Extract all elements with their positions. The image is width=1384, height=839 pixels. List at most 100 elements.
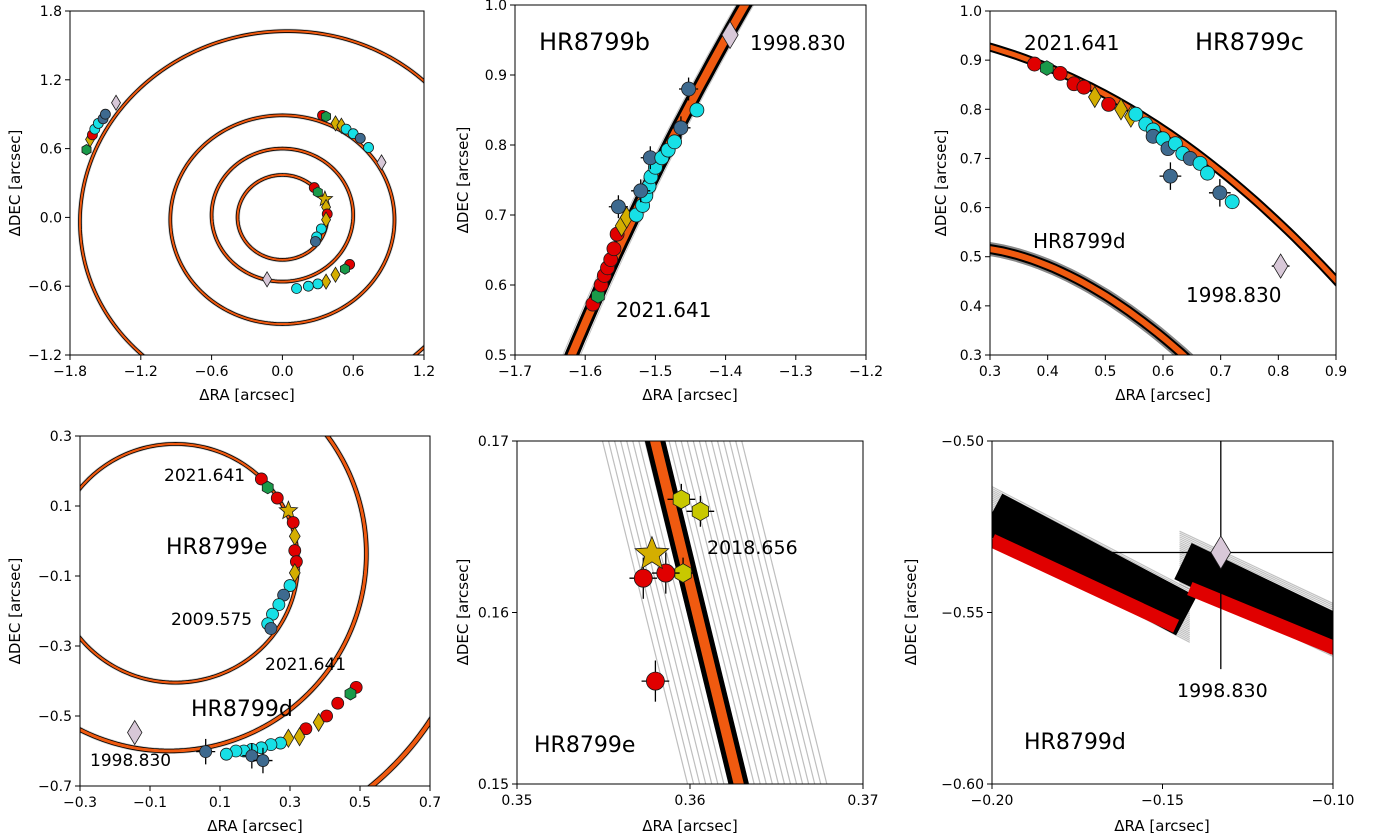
x-tick-label: −0.15: [1141, 793, 1184, 809]
y-tick-label: 0.0: [40, 210, 62, 226]
data-point-red: [331, 696, 345, 710]
data-point-red: [633, 568, 653, 588]
epoch-label: 2021.641: [616, 298, 711, 322]
axes-frame: [69, 10, 425, 356]
data-point-red: [1052, 66, 1068, 81]
x-tick-label: 0.9: [1325, 364, 1347, 380]
data-point-red: [270, 491, 284, 505]
data-point-cyan: [1200, 165, 1215, 181]
orbit-bundle: [990, 242, 1194, 355]
x-tick-label: −1.7: [498, 364, 532, 380]
data-point-cyan: [667, 134, 682, 150]
y-tick-label: 0.7: [960, 151, 982, 167]
x-tick-label: 0.36: [674, 793, 705, 809]
orbit-sample: [626, 441, 713, 784]
x-tick-label: −1.2: [124, 364, 158, 380]
data-point-yellow-hexagon: [691, 501, 709, 522]
planet-label: HR8799e: [534, 733, 635, 758]
data-point-gold-diamond: [336, 117, 347, 134]
y-tick-label: 1.2: [40, 73, 62, 89]
planet-label: HR8799d: [191, 697, 293, 722]
x-tick-label: 0.37: [847, 793, 878, 809]
y-tick-label: 1.8: [40, 4, 62, 20]
data-point-cyan: [283, 579, 297, 592]
y-tick-label: 0.8: [485, 138, 507, 154]
y-axis-label: ΔDEC [arcsec]: [6, 558, 24, 665]
planet-label: HR8799d: [1024, 730, 1126, 755]
panel-hr8799e-zoom: 0.35 0.36 0.37 0.15 0.16 0.17 2018.656 HR8799…: [454, 434, 879, 835]
data-point-green-hexagon: [339, 263, 350, 275]
data-point-cyan: [1224, 194, 1240, 210]
y-tick-label: 0.3: [960, 348, 982, 364]
data-point-red: [1076, 79, 1092, 95]
orbit-path: [649, 441, 744, 784]
data-point-steel: [1212, 185, 1228, 201]
data-point-cyan: [1128, 106, 1144, 122]
epoch-label: 2009.575: [171, 610, 252, 630]
data-point-steel: [610, 199, 626, 215]
y-tick-label: −0.55: [941, 606, 984, 622]
y-tick-label: 0.6: [40, 142, 62, 158]
data-point-green-hexagon: [81, 144, 92, 156]
data-point-steel: [681, 81, 696, 97]
orbit-sample: [704, 441, 792, 784]
x-tick-label: −1.5: [638, 364, 672, 380]
data-point-gold-diamond: [1114, 98, 1128, 121]
orbit-sample: [674, 441, 761, 784]
orbit-path: [1187, 582, 1333, 655]
data-point-cyan: [1167, 136, 1183, 152]
data-point-lilac-diamond: [1272, 253, 1289, 279]
data-point-cyan: [1192, 155, 1208, 171]
y-tick-label: 1.0: [960, 4, 982, 20]
planet-label: HR8799e: [166, 535, 267, 560]
orbit-sample: [577, 5, 752, 355]
epoch-label: 1998.830: [1177, 680, 1268, 702]
data-point-red: [288, 544, 302, 557]
data-point-cyan: [312, 278, 324, 290]
orbit-path: [80, 442, 300, 684]
x-axis-label: ΔRA [arcsec]: [1114, 817, 1209, 835]
x-tick-label: 0.6: [342, 364, 364, 380]
orbit-sample: [710, 441, 798, 784]
orbit-sample: [1179, 536, 1333, 610]
epoch-label: 1998.830: [750, 31, 845, 55]
y-axis-label: ΔDEC [arcsec]: [932, 130, 950, 237]
x-tick-label: 0.5: [349, 795, 371, 811]
orbit-sample: [562, 5, 737, 355]
y-tick-label: −0.1: [38, 569, 72, 585]
axes-frame: [79, 435, 431, 787]
y-axis-label: ΔDEC [arcsec]: [454, 127, 472, 234]
data-point-steel: [100, 108, 111, 120]
orbit-sample: [601, 441, 689, 784]
x-tick-label: 0.3: [979, 364, 1001, 380]
y-tick-label: 0.5: [485, 348, 507, 364]
orbit-sample: [992, 486, 1191, 591]
data-point-red: [1101, 96, 1117, 112]
data-point-cyan: [302, 280, 314, 292]
orbit-bundle: [1174, 543, 1333, 655]
x-axis-label: ΔRA [arcsec]: [642, 386, 737, 404]
data-point-gold-diamond: [312, 712, 325, 733]
x-tick-label: −0.10: [1312, 793, 1355, 809]
orbit-sample: [1179, 530, 1333, 605]
orbit-sample: [686, 441, 773, 784]
x-tick-label: −1.2: [849, 364, 883, 380]
data-point-star: [278, 500, 299, 520]
epoch-label: 1998.830: [90, 751, 171, 771]
y-tick-label: 0.5: [960, 250, 982, 266]
orbit-sample: [741, 441, 828, 784]
data-point-steel: [310, 236, 321, 247]
orbit-sample: [716, 441, 804, 784]
data-point-gold-diamond: [330, 266, 341, 284]
orbit-sample: [722, 441, 810, 784]
data-point-lilac-diamond: [111, 94, 121, 112]
x-tick-label: 0.7: [419, 795, 441, 811]
data-point-green-hexagon: [1040, 60, 1054, 76]
y-axis-label: ΔDEC [arcsec]: [6, 130, 24, 237]
data-point-red: [1027, 56, 1042, 72]
y-tick-label: 0.6: [485, 278, 507, 294]
orbit-sample: [1179, 534, 1333, 608]
data-point-lilac-diamond: [376, 154, 387, 171]
y-axis-label: ΔDEC [arcsec]: [454, 559, 472, 666]
